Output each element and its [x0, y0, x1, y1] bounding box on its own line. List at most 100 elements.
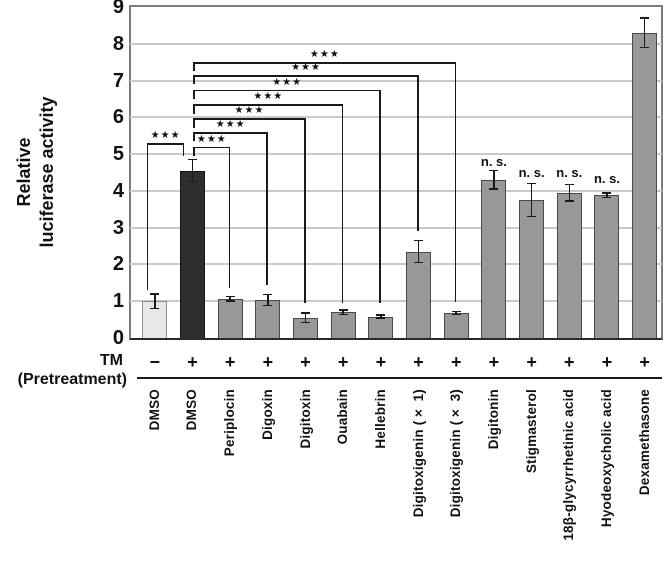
tm-sign-hellebrin-6: +: [375, 352, 387, 372]
tm-sign-digitoxin-4: +: [300, 352, 311, 372]
gridline-8: [130, 42, 662, 45]
significance-bracket-5-arm-right: [379, 89, 381, 304]
significance-bracket-4-top: [193, 104, 344, 106]
x-label-digitoxin-4: Digitoxin: [297, 389, 313, 449]
y-axis-title-line2: luciferase activity: [37, 96, 57, 248]
bar-digitoxigenin-1-7: [406, 251, 432, 338]
x-label-ouabain-5: Ouabain: [335, 389, 351, 445]
significance-bracket-2-top: [193, 132, 268, 134]
error-bar-cap-top-hyodeoxycholic-acid-12: [602, 192, 612, 194]
error-bar-stem-dexamethasone-13: [643, 18, 646, 48]
error-bar-stem-dmso-0: [154, 293, 156, 309]
y-tick-label-7: 7: [112, 69, 124, 92]
gridline-7: [130, 79, 662, 82]
significance-bracket-1-arm-right: [228, 146, 231, 288]
bar-dexamethasone-13: [632, 32, 658, 338]
ns-label-stigmasterol: n. s.: [518, 164, 545, 180]
error-bar-cap-top-dmso-0: [150, 293, 160, 295]
gridline-3: [130, 226, 662, 229]
error-bar-stem-digitoxigenin-1-7: [417, 240, 420, 263]
significance-bracket-0-top: [146, 143, 185, 145]
error-bar-stem-digoxin-3: [267, 294, 269, 306]
error-bar-cap-bottom-hellebrin-6: [376, 317, 386, 319]
tm-sign-ouabain-5: +: [337, 352, 349, 372]
y-axis-title: Relative luciferase activity: [13, 41, 59, 303]
bar-stigmasterol-10: [519, 200, 545, 338]
significance-bracket-5-arm-left: [193, 89, 195, 99]
error-bar-cap-bottom-digitoxin-4: [301, 321, 311, 324]
significance-stars-2: ★★★: [215, 119, 246, 131]
gridline-1: [130, 300, 662, 303]
gridline-4: [130, 189, 662, 192]
significance-bracket-0-arm-left: [146, 143, 149, 291]
bar-periplocin-2: [217, 298, 243, 338]
y-tick-label-4: 4: [112, 179, 124, 202]
error-bar-stem-18-glycyrrhetinic-acid-11: [568, 184, 571, 201]
tm-sign-digitoxigenin-3-8: +: [450, 352, 462, 372]
error-bar-cap-top-dmso-1: [187, 158, 197, 161]
error-bar-cap-top-periplocin-2: [225, 295, 235, 298]
y-tick-label-8: 8: [112, 32, 124, 55]
bar-ouabain-5: [330, 312, 356, 338]
x-label-hellebrin-6: Hellebrin: [372, 389, 388, 449]
x-label-digoxin-3: Digoxin: [259, 389, 275, 440]
gridline-2: [130, 263, 662, 266]
error-bar-cap-bottom-digitonin-9: [489, 188, 499, 190]
significance-stars-1: ★★★: [196, 133, 227, 145]
significance-stars-7: ★★★: [309, 49, 340, 61]
error-bar-stem-ouabain-5: [342, 310, 344, 315]
error-bar-cap-top-digitoxigenin-3-8: [451, 310, 461, 313]
error-bar-cap-top-digitonin-9: [489, 169, 499, 172]
bar-digitonin-9: [481, 179, 507, 338]
y-tick-label-5: 5: [112, 143, 124, 166]
bar-hyodeoxycholic-acid-12: [594, 195, 620, 338]
significance-bracket-3-arm-left: [193, 118, 195, 128]
x-label-digitoxigenin-1-7: Digitoxigenin (× 1): [410, 389, 426, 518]
significance-stars-4: ★★★: [253, 91, 284, 103]
tm-row-label: TM: [99, 352, 123, 369]
tm-sign-18-glycyrrhetinic-acid-11: +: [564, 352, 575, 372]
x-label-digitonin-9: Digitonin: [485, 389, 501, 450]
error-bar-cap-bottom-stigmasterol-10: [527, 215, 537, 218]
error-bar-cap-bottom-hyodeoxycholic-acid-12: [602, 196, 612, 199]
x-label-dmso-1: DMSO: [184, 389, 200, 431]
tm-sign-digoxin-3: +: [262, 352, 274, 372]
error-bar-cap-top-ouabain-5: [338, 309, 348, 311]
y-axis-title-line1: Relative: [14, 137, 34, 207]
bar-dmso-1: [179, 170, 205, 338]
error-bar-cap-top-18-glycyrrhetinic-acid-11: [564, 183, 574, 186]
x-label-periplocin-2: Periplocin: [222, 389, 238, 457]
gridline-5: [130, 153, 662, 156]
x-label-stigmasterol-10: Stigmasterol: [523, 389, 539, 474]
significance-bracket-2-arm-right: [266, 132, 268, 286]
tm-sign-hyodeoxycholic-acid-12: +: [601, 352, 613, 372]
error-bar-stem-hellebrin-6: [380, 315, 382, 319]
error-bar-cap-bottom-periplocin-2: [225, 300, 235, 302]
error-bar-cap-bottom-ouabain-5: [338, 313, 348, 316]
tm-sign-dmso-1: +: [187, 352, 198, 372]
ns-label-hyodeoxycholic-acid: n. s.: [593, 171, 620, 187]
bar-hellebrin-6: [368, 316, 394, 338]
significance-bracket-7-arm-left: [193, 62, 195, 72]
significance-stars-6: ★★★: [291, 62, 321, 74]
pretreatment-row-label: (Pretreatment): [17, 371, 127, 388]
significance-bracket-1-arm-left: [193, 146, 195, 156]
error-bar-cap-bottom-digitoxigenin-1-7: [414, 261, 424, 264]
significance-bracket-4-arm-right: [341, 104, 344, 304]
error-bar-cap-top-digitoxin-4: [301, 312, 311, 314]
significance-bracket-7-arm-right: [454, 62, 457, 303]
significance-bracket-2-arm-left: [193, 132, 195, 142]
significance-bracket-6-top: [193, 75, 419, 77]
y-tick-label-3: 3: [112, 216, 124, 239]
gridline-6: [130, 116, 662, 119]
error-bar-cap-bottom-dmso-0: [150, 307, 160, 310]
error-bar-stem-dmso-1: [191, 159, 194, 182]
tm-sign-dmso-0: −: [149, 352, 161, 372]
y-tick-label-9: 9: [112, 0, 124, 18]
significance-bracket-6-arm-right: [417, 75, 419, 232]
significance-bracket-0-arm-right: [182, 143, 185, 156]
x-label-hyodeoxycholic-acid-12: Hyodeoxycholic acid: [598, 389, 614, 528]
significance-bracket-3-top: [193, 118, 306, 120]
error-bar-stem-periplocin-2: [229, 296, 231, 301]
